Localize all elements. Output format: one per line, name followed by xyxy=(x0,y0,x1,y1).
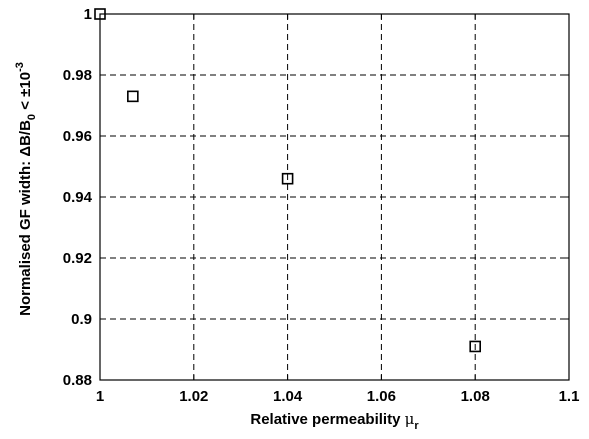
x-tick-label: 1.06 xyxy=(367,388,396,405)
x-tick-label: 1.1 xyxy=(559,388,580,405)
y-tick-label: 0.96 xyxy=(63,128,92,145)
x-tick-label: 1.02 xyxy=(179,388,208,405)
y-tick-label: 0.92 xyxy=(63,250,92,267)
y-axis-label: Normalised GF width: ΔB/B0 < ±10-3 xyxy=(14,62,38,316)
tick-marks xyxy=(99,13,570,381)
x-tick-labels: 1 1.02 1.04 1.06 1.08 1.1 xyxy=(96,388,580,405)
y-tick-labels: 0.88 0.9 0.92 0.94 0.96 0.98 1 xyxy=(63,6,93,389)
x-axis-label: Relative permeability μr xyxy=(250,410,419,432)
data-markers xyxy=(94,8,482,353)
y-axis-label-text: Normalised GF width: ΔB/B xyxy=(17,120,34,316)
data-point-marker xyxy=(281,172,294,185)
y-tick-label: 1 xyxy=(84,6,92,23)
x-axis-label-symbol: μ xyxy=(405,410,415,428)
x-tick-label: 1.08 xyxy=(461,388,490,405)
y-tick-label: 0.94 xyxy=(63,189,93,206)
y-tick-label: 0.98 xyxy=(63,67,92,84)
y-axis-label-suffix: < ±10 xyxy=(17,72,34,114)
x-axis-label-subscript: r xyxy=(414,420,419,432)
data-point-marker xyxy=(127,90,139,103)
grid-lines xyxy=(100,14,569,380)
data-point-marker xyxy=(94,8,106,20)
y-axis-label-superscript: -3 xyxy=(14,62,26,72)
data-point-marker xyxy=(469,340,482,353)
y-tick-label: 0.88 xyxy=(63,372,92,389)
x-axis-label-text: Relative permeability xyxy=(250,411,404,428)
y-tick-label: 0.9 xyxy=(71,311,92,328)
x-tick-label: 1 xyxy=(96,388,104,405)
x-tick-label: 1.04 xyxy=(273,388,303,405)
y-axis-label-subscript: 0 xyxy=(26,114,38,120)
